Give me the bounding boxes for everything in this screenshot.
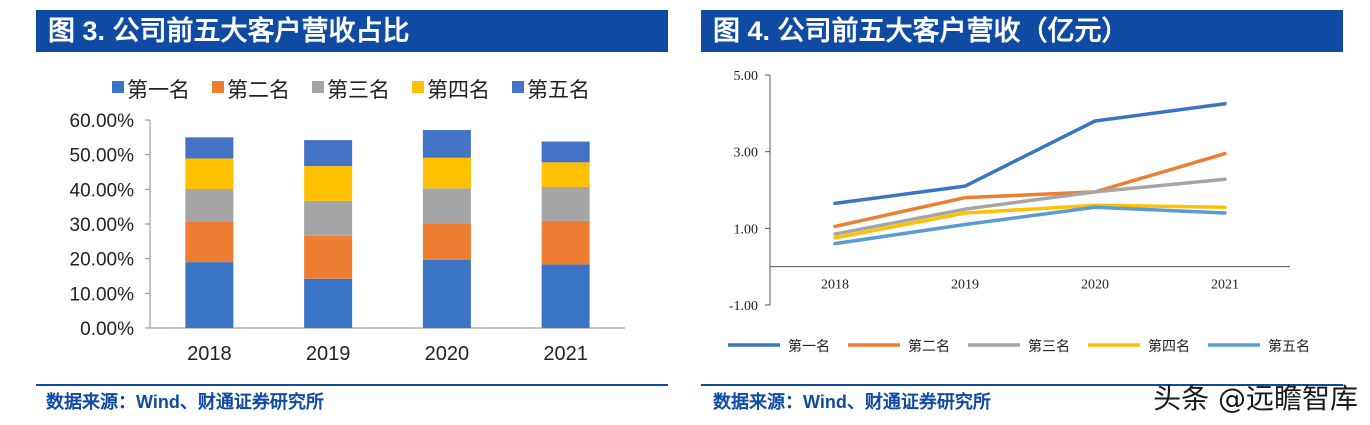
y-tick-label: 3.00: [734, 146, 759, 161]
bar-2019-series-4: [304, 166, 353, 201]
legend-swatch-1: [112, 81, 124, 93]
bar-2019-series-2: [304, 235, 353, 279]
series-line-4: [833, 203, 1227, 240]
x-tick-label: 2021: [543, 343, 588, 365]
stacked-bar-chart: 第一名 第二名 第三名 第四名 第五名 0.00% 10.00% 20.00% 30.00% 40…: [70, 78, 625, 365]
bar-2020-series-3: [422, 188, 471, 224]
x-tick-label: 2019: [306, 343, 351, 365]
x-tick-label: 2021: [1211, 278, 1239, 293]
bar-2018-series-4: [185, 158, 234, 189]
legend-swatch-2: [212, 81, 224, 93]
x-tick-label: 2020: [425, 343, 470, 365]
bar-2020-series-5: [422, 130, 471, 158]
bar-2019-series-3: [304, 200, 353, 236]
left-chart-title: 图 3. 公司前五大客户营收占比: [36, 10, 668, 52]
y-tick-label: 50.00%: [70, 146, 135, 167]
bar-2021-series-3: [541, 186, 590, 221]
bar-2020-series-2: [422, 224, 471, 260]
bar-2018-series-1: [185, 262, 234, 328]
y-tick-label: 30.00%: [70, 215, 135, 236]
y-tick-label: 20.00%: [70, 250, 135, 271]
bar-2018-series-3: [185, 188, 234, 222]
legend-label-4: 第四名: [1148, 338, 1190, 355]
bar-2021-series-4: [541, 162, 590, 187]
legend-swatch-3: [312, 81, 324, 93]
y-tick-label: 0.00%: [80, 319, 134, 340]
legend-label-5: 第五名: [1268, 338, 1310, 355]
x-tick-label: 2019: [951, 278, 979, 293]
y-tick-label: 1.00: [734, 222, 759, 237]
legend-label-3: 第三名: [1028, 338, 1070, 355]
legend-label-3: 第三名: [327, 78, 390, 102]
y-tick-label: 10.00%: [70, 284, 135, 305]
y-tick-label: -1.00: [729, 299, 758, 314]
bar-2019-series-1: [304, 278, 353, 328]
series-line-3: [833, 177, 1227, 236]
bar-2020-series-1: [422, 259, 471, 328]
legend-label-1: 第一名: [788, 338, 830, 355]
right-chart-panel: 图 4. 公司前五大客户营收（亿元） -1.00 1.00 3.00 5.00 2018…: [695, 0, 1370, 425]
watermark: 头条 @远瞻智库: [1153, 382, 1358, 415]
y-tick-label: 5.00: [734, 69, 759, 84]
bar-2020-series-4: [422, 157, 471, 189]
legend-label-5: 第五名: [527, 78, 590, 102]
line-chart: -1.00 1.00 3.00 5.00 2018 2019 2020 2021 第一名 第二名 第…: [728, 69, 1310, 355]
bar-2018-series-2: [185, 221, 234, 263]
x-tick-label: 2020: [1081, 278, 1109, 293]
x-tick-label: 2018: [187, 343, 232, 365]
right-chart-title: 图 4. 公司前五大客户营收（亿元）: [701, 10, 1343, 52]
bar-2021-series-2: [541, 220, 590, 265]
y-tick-label: 60.00%: [70, 111, 135, 132]
legend-swatch-5: [512, 81, 524, 93]
y-tick-label: 40.00%: [70, 180, 135, 201]
series-line-1: [833, 102, 1227, 206]
left-source-text: 数据来源：Wind、财通证券研究所: [46, 392, 324, 412]
left-source-divider: [36, 384, 668, 386]
x-tick-label: 2018: [821, 278, 849, 293]
legend-label-1: 第一名: [127, 78, 190, 102]
right-source-text: 数据来源：Wind、财通证券研究所: [713, 392, 991, 412]
legend-swatch-4: [412, 81, 424, 93]
legend-label-4: 第四名: [427, 78, 490, 102]
bar-2018-series-5: [185, 137, 234, 159]
left-chart-panel: 图 3. 公司前五大客户营收占比 第一名 第二名 第三名 第四名 第五名 0.00% 10.…: [0, 0, 680, 425]
legend-label-2: 第二名: [227, 78, 290, 102]
right-source-divider: [701, 384, 1343, 386]
bar-2019-series-5: [304, 140, 353, 167]
series-line-5: [833, 205, 1227, 246]
bar-2021-series-5: [541, 141, 590, 163]
legend-label-2: 第二名: [908, 338, 950, 355]
series-line-2: [833, 151, 1227, 229]
bar-2021-series-1: [541, 264, 590, 328]
